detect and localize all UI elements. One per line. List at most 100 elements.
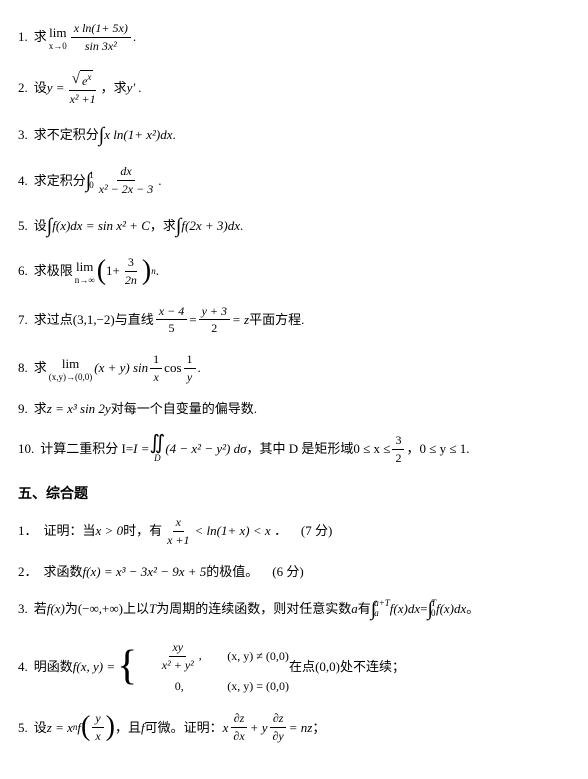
problem-10: 10. 计算二重积分 I= I = ∬D (4 − x² − y²) dσ ，其… (18, 432, 570, 467)
problem-8: 8. 求 lim(x,y)→(0,0) (x + y) sin 1x cos 1… (18, 351, 570, 386)
double-integral: ∬D (150, 434, 166, 465)
problem-number: 9. (18, 400, 28, 418)
denominator: 2n (122, 272, 140, 289)
problem-number: 6. (18, 262, 28, 280)
problem-number: 10. (18, 440, 34, 458)
text: 求 (34, 359, 47, 377)
expr: y = (47, 79, 65, 97)
text: 求函数 (44, 563, 83, 581)
text: ，求 (101, 79, 127, 97)
fraction: ∂z∂x (230, 710, 247, 745)
text: ，求 (150, 217, 176, 235)
expr: < ln(1+ x) < x ． (195, 522, 287, 540)
problem-body: 求 limx→0 x ln(1+ 5x)sin 3x² . (34, 20, 136, 55)
problem-body: 求函数 f(x) = x³ − 3x² − 9x + 5 的极值。 (6 分) (44, 563, 304, 581)
fraction: √ex x² +1 (67, 69, 99, 108)
lparen: ( (81, 716, 90, 738)
fraction: 32 (392, 432, 404, 467)
text: 在点 (289, 658, 315, 676)
text: ，其中 D 是矩形域 (247, 440, 354, 458)
text: 平面方程. (249, 311, 304, 329)
text: 求不定积分 (34, 126, 99, 144)
problem-number: 8. (18, 359, 28, 377)
text: 设 (34, 217, 47, 235)
expr: f(2x + 3)dx (181, 217, 240, 235)
problem-5: 5. 设 ∫ f(x)dx = sin x² + C ，求 ∫ f(2x + 3… (18, 212, 570, 240)
text: 为 (65, 600, 78, 618)
problem-body: 设 y = √ex x² +1 ，求 y′ . (34, 69, 142, 108)
problem-number: 5. (18, 719, 28, 737)
denominator: x² +1 (67, 91, 99, 108)
expr: f(x)dx = sin x² + C (52, 217, 150, 235)
text: . (240, 217, 243, 235)
text: 求极限 (34, 262, 73, 280)
fraction: 1y (184, 351, 196, 386)
text: 求 (34, 28, 47, 46)
fraction: xx +1 (164, 514, 192, 549)
fraction: yx (92, 710, 103, 745)
sqrt: √ex (72, 69, 94, 90)
expr: (4 − x² − y²) dσ (165, 440, 246, 458)
cases: xyx² + y², (x, y) ≠ (0,0) 0, (x, y) = (0… (139, 637, 289, 696)
numerator: dx (117, 163, 134, 181)
expr: x ln(1+ x²)dx (104, 126, 172, 144)
text: ； (312, 719, 325, 737)
text: . (198, 359, 201, 377)
case-row: 0, (x, y) = (0,0) (139, 678, 289, 695)
problem-body: 设 ∫ f(x)dx = sin x² + C ，求 ∫ f(2x + 3)dx… (34, 212, 243, 240)
text: 设 (34, 79, 47, 97)
expr: 1+ (106, 262, 120, 280)
s5-problem-3: 3. 若 f(x) 为 (−∞,+∞) 上以 T 为周期的连续函数，则对任意实数… (18, 595, 570, 623)
expr: z = x³ sin 2y (47, 400, 111, 418)
points: (6 分) (272, 563, 303, 581)
fraction: ∂z∂y (269, 710, 286, 745)
problem-number: 3. (18, 126, 28, 144)
problem-number: 3. (18, 600, 28, 618)
limit: lim(x,y)→(0,0) (49, 355, 93, 382)
text: 与直线 (115, 311, 154, 329)
problem-number: 4. (18, 658, 28, 676)
case-cond: (x, y) ≠ (0,0) (227, 648, 289, 665)
numerator: x ln(1+ 5x) (71, 20, 131, 38)
s5-problem-2: 2． 求函数 f(x) = x³ − 3x² − 9x + 5 的极值。 (6 … (18, 563, 570, 581)
text: 求过点 (34, 311, 73, 329)
points: (7 分) (301, 522, 332, 540)
case-value: 0, (139, 678, 219, 695)
case-value: xyx² + y², (139, 639, 219, 674)
case-cond: (x, y) = (0,0) (227, 678, 289, 695)
limit: limn→∞ (75, 258, 95, 285)
integral-bounds: 10 (89, 171, 94, 191)
text: 对每一个自变量的偏导数. (111, 400, 257, 418)
problem-6: 6. 求极限 limn→∞ ( 1+ 32n )n . (18, 254, 570, 289)
expr: f(x) (47, 600, 65, 618)
text: 明函数 (34, 658, 73, 676)
text: 证明：当 (44, 522, 96, 540)
expr: x (223, 719, 229, 737)
limit: limx→0 (49, 24, 67, 51)
fraction: x ln(1+ 5x)sin 3x² (71, 20, 131, 55)
fraction: 1x (150, 351, 162, 386)
expr: y′ . (127, 79, 142, 97)
problem-7: 7. 求过点 (3,1,−2) 与直线 x − 45 = y + 32 = z … (18, 303, 570, 338)
text: . (173, 126, 176, 144)
problem-number: 4. (18, 172, 28, 190)
problem-1: 1. 求 limx→0 x ln(1+ 5x)sin 3x² . (18, 20, 570, 55)
section-title: 五、综合题 (18, 485, 570, 505)
problem-9: 9. 求 z = x³ sin 2y 对每一个自变量的偏导数. (18, 400, 570, 418)
text: 0 ≤ x ≤ (353, 440, 390, 458)
text: 可微。证明： (145, 719, 223, 737)
lim: lim (49, 24, 66, 42)
expr: = nz (289, 719, 313, 737)
integral-bounds: a+Ta (374, 599, 390, 619)
problem-body: 求不定积分 ∫ x ln(1+ x²)dx . (34, 121, 176, 149)
s5-problem-4: 4. 明函数 f(x, y) = { xyx² + y², (x, y) ≠ (… (18, 637, 570, 696)
cos: cos (164, 359, 181, 377)
fraction: 32n (122, 254, 140, 289)
text: 设 (34, 719, 47, 737)
text: ，0 ≤ y ≤ 1. (406, 440, 469, 458)
expr: f(x)dx (436, 600, 466, 618)
expr: (x + y) sin (94, 359, 148, 377)
text: 上以 (123, 600, 149, 618)
problem-body: 证明：当 x > 0 时，有 xx +1 < ln(1+ x) < x ． (7… (44, 514, 333, 549)
text: 时，有 (123, 522, 162, 540)
